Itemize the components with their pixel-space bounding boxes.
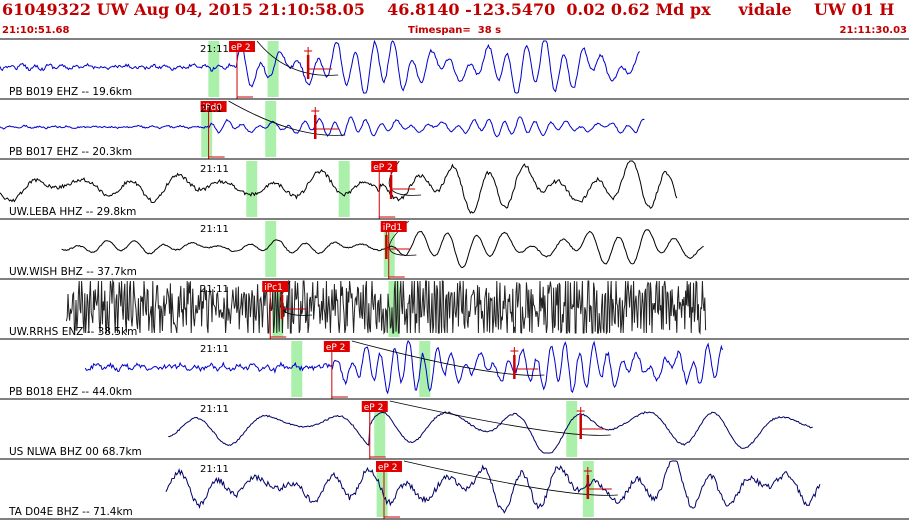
time-tick-label: 21:1: [200, 104, 222, 115]
seismic-trace: [84, 340, 723, 395]
seismic-trace: [0, 116, 645, 138]
travel-time-curve: [389, 400, 611, 436]
station-label: UW.WISH BHZ -- 37.7km: [9, 266, 137, 278]
pick-flag: [375, 461, 402, 472]
seismic-trace: [65, 279, 707, 335]
time-tick-label: 21:11: [200, 284, 229, 295]
phase-window: [265, 221, 277, 277]
time-tick-label: 21:11: [200, 464, 229, 475]
phase-window: [374, 401, 386, 457]
time-tick-label: 21:11: [200, 44, 229, 55]
time-tick-label: 21:11: [200, 404, 229, 415]
phase-window: [291, 341, 303, 397]
travel-time-curve: [256, 40, 339, 76]
pick-flag: [361, 401, 388, 412]
travel-time-curve: [351, 340, 545, 376]
phase-window: [265, 101, 277, 157]
phase-window: [201, 101, 213, 157]
station-label: PB B018 EHZ -- 44.0km: [9, 386, 132, 398]
station-label: US NLWA BHZ 00 68.7km: [9, 446, 142, 458]
pick-label: iPd0: [203, 103, 223, 113]
seismic-trace: [0, 160, 678, 214]
phase-window: [338, 161, 350, 217]
seismic-trace: [165, 460, 821, 514]
end-time-label: 21:11:30.03: [839, 25, 907, 36]
timespan-label: Timespan= 38 s: [408, 25, 502, 36]
time-tick-label: 21:11: [200, 224, 229, 235]
pick-label: iPd1: [383, 223, 402, 233]
pick-label: eP 2: [364, 403, 384, 413]
pick-flag: [200, 101, 227, 112]
station-label: PB B017 EHZ -- 20.3km: [9, 146, 132, 158]
station-label: TA D04E BHZ -- 71.4km: [8, 506, 133, 518]
pick-label: eP 2: [326, 343, 346, 353]
pick-label: iPc1: [264, 283, 283, 293]
time-tick-label: 21:11: [200, 164, 229, 175]
pick-flag: [262, 281, 289, 292]
pick-flag: [380, 221, 407, 232]
seismic-trace: [168, 411, 813, 454]
phase-window: [419, 341, 431, 397]
station-label: UW.RRHS ENZ -- 38.5km: [9, 326, 137, 338]
pick-flag: [323, 341, 350, 352]
travel-time-curve: [228, 100, 346, 136]
station-label: PB B019 EHZ -- 19.6km: [9, 86, 132, 98]
phase-window: [272, 281, 284, 337]
phase-window: [208, 41, 220, 97]
travel-time-curve: [403, 460, 618, 496]
seismic-trace: [0, 39, 640, 94]
pick-label: eP 2: [373, 163, 393, 173]
pick-label: eP 2: [378, 463, 398, 473]
start-time-label: 21:10:51.68: [2, 25, 70, 36]
phase-window: [566, 401, 578, 457]
pick-label: eP 2: [231, 43, 251, 53]
time-tick-label: 21:11: [200, 344, 229, 355]
pick-flag: [371, 161, 398, 172]
phase-window: [246, 161, 258, 217]
event-header-title: 61049322 UW Aug 04, 2015 21:10:58.05 46.…: [2, 0, 895, 19]
station-label: UW.LEBA HHZ -- 29.8km: [9, 206, 136, 218]
pick-flag: [229, 41, 256, 52]
seismic-trace: [61, 229, 704, 269]
